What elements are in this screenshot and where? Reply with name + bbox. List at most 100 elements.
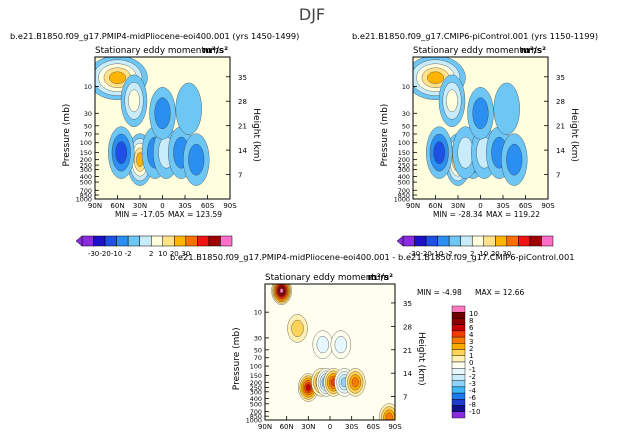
- contour-blob: [472, 97, 489, 130]
- y-tick-label: 250: [398, 162, 410, 170]
- colorbar-swatch: [197, 235, 210, 247]
- colorbar-swatch: [471, 235, 485, 247]
- y-tick-label: 30: [254, 334, 262, 342]
- min-label: MIN = -17.05: [115, 210, 165, 219]
- chart-title: Stationary eddy momentum: [95, 46, 219, 56]
- colorbar-swatch: [93, 235, 106, 247]
- colorbar-swatch: [81, 235, 94, 247]
- contour-blob: [154, 97, 171, 130]
- colorbar-label: -20: [420, 250, 431, 258]
- x-tick-label: 60S: [201, 202, 215, 210]
- colorbar-swatch: [116, 235, 129, 247]
- y2-tick-label: 35: [556, 74, 565, 82]
- y-tick-label: 150: [250, 372, 262, 380]
- contour-blob: [175, 82, 202, 136]
- colorbar-swatch: [541, 235, 554, 247]
- contour-field: [95, 57, 230, 199]
- y-tick-label: 1000: [76, 196, 92, 204]
- contour-blob: [351, 377, 359, 388]
- colorbar-swatch: [162, 235, 175, 247]
- contour-blob: [334, 336, 348, 354]
- colorbar-swatch: [460, 235, 473, 247]
- y-tick-label: 700: [80, 187, 92, 195]
- contour-blob: [128, 89, 140, 113]
- y-tick-label: 100: [398, 139, 410, 147]
- colorbar-label: 10: [469, 310, 478, 318]
- colorbar-swatch: [518, 235, 531, 247]
- chart-title: Stationary eddy momentum: [265, 273, 389, 283]
- chart-panel-3: b.e21.B1850.f09_g17.PMIP4-midPliocene-eo…: [170, 252, 575, 431]
- y-tick-label: 300: [250, 388, 262, 396]
- colorbar-arrow: [75, 235, 83, 247]
- y-tick-label: 400: [250, 395, 262, 403]
- colorbar-label: 30: [502, 250, 511, 258]
- y-axis-label: Pressure (mb): [380, 104, 390, 167]
- colorbar-swatch: [451, 405, 466, 412]
- colorbar-swatch: [451, 324, 466, 332]
- y-tick-label: 150: [398, 149, 410, 157]
- colorbar-label: 3: [469, 338, 473, 346]
- x-tick-label: 0: [328, 423, 332, 431]
- y-tick-label: 250: [250, 384, 262, 392]
- y-tick-label: 200: [80, 156, 92, 164]
- y-tick-label: 100: [250, 363, 262, 371]
- contour-blob: [109, 71, 126, 84]
- y2-tick-label: 14: [238, 147, 247, 155]
- colorbar-swatch: [448, 235, 461, 247]
- y2-tick-label: 28: [238, 98, 247, 106]
- y2-axis-label: Height (km): [251, 108, 261, 162]
- y-tick-label: 70: [84, 130, 92, 138]
- run-label: b.e21.B1850.f09_g17.PMIP4-midPliocene-eo…: [170, 252, 575, 262]
- max-label: MAX = 12.66: [475, 288, 524, 297]
- colorbar-label: 2: [469, 345, 473, 353]
- colorbar-swatch: [451, 386, 466, 394]
- colorbar-swatch: [451, 330, 466, 338]
- colorbar-swatch: [127, 235, 140, 247]
- y2-tick-label: 21: [556, 123, 565, 131]
- x-tick-label: 60N: [280, 423, 294, 431]
- y2-tick-label: 21: [403, 347, 412, 355]
- x-tick-label: 60N: [110, 202, 124, 210]
- colorbar-swatch: [139, 235, 152, 247]
- x-tick-label: 30N: [451, 202, 465, 210]
- colorbar-swatch: [425, 235, 438, 247]
- colorbar-label: -3: [469, 380, 476, 388]
- y-tick-label: 500: [398, 179, 410, 187]
- colorbar-label: -10: [111, 250, 122, 258]
- colorbar-label: 8: [469, 317, 473, 325]
- colorbar-swatch: [506, 235, 519, 247]
- colorbar-swatch: [451, 374, 466, 381]
- y-tick-label: 100: [80, 139, 92, 147]
- x-tick-label: 0: [160, 202, 164, 210]
- x-tick-label: 0: [478, 202, 482, 210]
- colorbar-swatch: [451, 318, 466, 325]
- colorbar-label: -20: [99, 250, 110, 258]
- colorbar-label: 10: [158, 250, 167, 258]
- contour-blob: [115, 141, 128, 164]
- colorbar-swatch: [402, 235, 415, 247]
- contour-blob: [305, 384, 311, 391]
- x-tick-label: 90N: [88, 202, 102, 210]
- colorbar-swatch: [451, 392, 466, 400]
- y2-tick-label: 14: [403, 370, 412, 378]
- colorbar-label: 1: [469, 352, 473, 360]
- y-tick-label: 70: [254, 354, 262, 362]
- colorbar-swatch: [483, 235, 496, 247]
- y-tick-label: 50: [254, 346, 262, 354]
- y-tick-label: 250: [80, 162, 92, 170]
- contour-field: [413, 57, 548, 199]
- y-tick-label: 200: [250, 379, 262, 387]
- colorbar-label: -30: [409, 250, 420, 258]
- y-tick-label: 50: [84, 122, 92, 130]
- colorbar-swatch: [529, 235, 542, 247]
- colorbar: -30 -20 -10 -2 2 10 20 30: [396, 235, 554, 258]
- contour-blob: [385, 412, 393, 420]
- colorbar-swatch: [437, 235, 450, 247]
- colorbar-swatch: [150, 235, 164, 247]
- y2-tick-label: 28: [556, 98, 565, 106]
- y-tick-label: 200: [398, 156, 410, 164]
- colorbar-label: 4: [469, 331, 474, 339]
- y-tick-label: 400: [398, 173, 410, 181]
